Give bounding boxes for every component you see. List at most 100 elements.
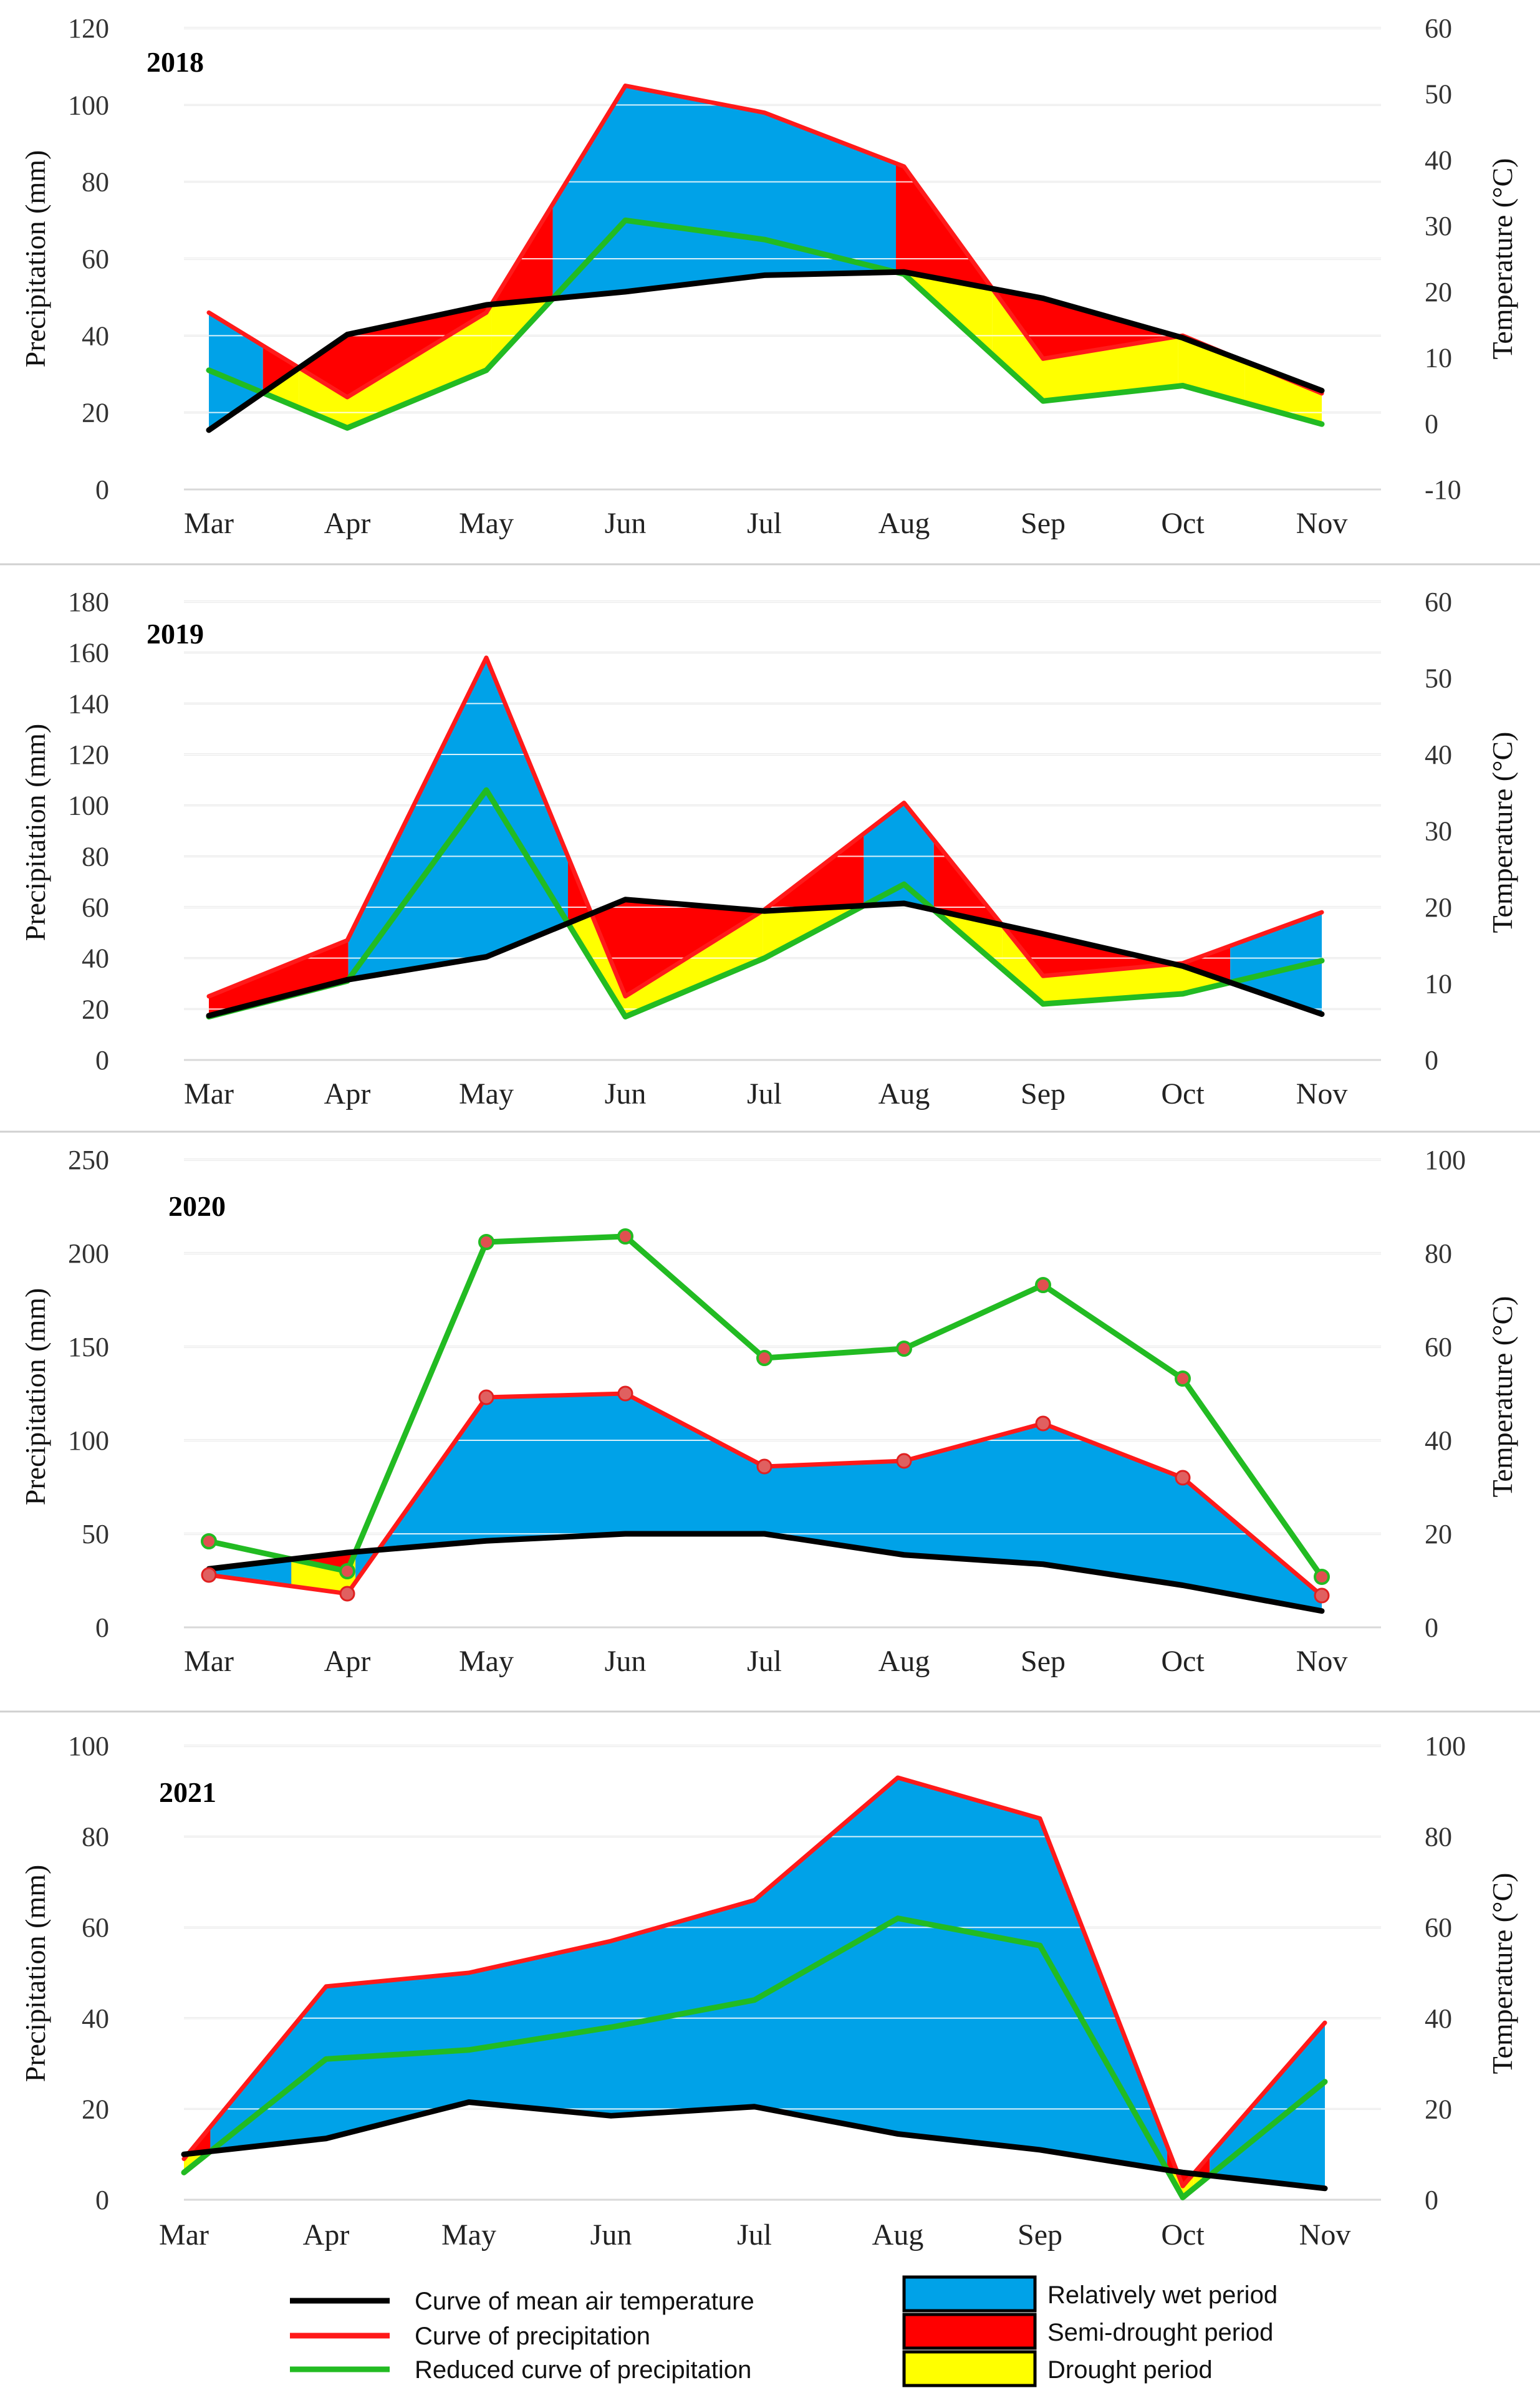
month-label: May [441, 2218, 496, 2251]
right-tick-label: 0 [1425, 2185, 1438, 2215]
left-tick-label: 40 [82, 2003, 109, 2034]
drought-area [992, 289, 1043, 402]
reduced-marker [617, 1228, 633, 1245]
month-label: Apr [324, 507, 371, 540]
legend-color-box [902, 2313, 1037, 2350]
left-tick-label: 150 [68, 1332, 109, 1362]
drought-area [291, 1559, 347, 1594]
month-labels: Mar Apr May Jun Jul Aug Sep Oct Nov [184, 507, 1347, 540]
legend-line-label: Curve of mean air temperature [415, 2288, 754, 2315]
legend-box-label: Drought period [1047, 2356, 1213, 2384]
left-tick-label: 120 [68, 739, 109, 770]
panel-2018: 0 20 40 60 80 100 120 -10 0 10 20 30 40 50 60 Mar Apr May… [19, 13, 1518, 540]
y2-axis-label: Temperature (°C) [1486, 1873, 1518, 2074]
right-tick-label: 40 [1425, 2003, 1452, 2034]
left-tick-label: 80 [82, 167, 109, 198]
left-axis-ticks: 0 20 40 60 80 100 120 [68, 13, 109, 505]
wet-area [486, 1394, 625, 1541]
left-tick-label: 20 [82, 398, 109, 428]
left-tick-label: 200 [68, 1238, 109, 1269]
drought-area [1244, 361, 1322, 425]
legend-box-label: Semi-drought period [1047, 2319, 1273, 2346]
month-labels: Mar Apr May Jun Jul Aug Sep Oct Nov [159, 2218, 1350, 2251]
month-label: Jul [747, 1077, 782, 1110]
right-tick-label: 0 [1425, 1612, 1438, 1643]
gridlines-over-fill [184, 601, 1381, 1010]
month-label: Jul [737, 2218, 772, 2251]
drought-area [262, 367, 299, 408]
right-axis-ticks: 0 10 20 30 40 50 60 [1425, 587, 1452, 1076]
month-label: May [459, 507, 514, 540]
right-tick-label: 40 [1425, 739, 1452, 770]
left-tick-label: 20 [82, 994, 109, 1024]
left-tick-label: 0 [95, 2185, 109, 2215]
right-tick-label: 60 [1425, 1912, 1452, 1943]
drought-area [763, 910, 764, 959]
markers [201, 1228, 1330, 1604]
month-label: May [459, 1077, 514, 1110]
left-tick-label: 0 [95, 1045, 109, 1076]
left-tick-label: 0 [95, 474, 109, 505]
left-tick-label: 60 [82, 244, 109, 274]
precipitation-marker [339, 1586, 355, 1602]
month-label: Nov [1296, 1645, 1348, 1678]
y2-axis-label: Temperature (°C) [1486, 1296, 1518, 1498]
reduced-marker [756, 1350, 772, 1366]
month-label: Mar [184, 507, 234, 540]
drought-area [1178, 336, 1183, 387]
wet-area [754, 1777, 898, 2134]
right-tick-label: -10 [1425, 474, 1461, 505]
left-tick-label: 50 [82, 1519, 109, 1549]
temperature-line [206, 1531, 1325, 1614]
wet-area [764, 112, 897, 276]
month-label: Sep [1018, 2218, 1062, 2251]
month-label: Sep [1021, 507, 1066, 540]
y-axis-label: Precipitation (mm) [19, 150, 51, 368]
drought-area [486, 304, 492, 370]
precipitation-marker [756, 1458, 772, 1475]
month-label: Aug [872, 2218, 924, 2251]
precipitation-marker [1035, 1415, 1051, 1432]
semi-drought-area [625, 899, 763, 996]
gridlines-over-fill [184, 1745, 1381, 2110]
year-title: 2020 [168, 1190, 226, 1222]
right-tick-label: 60 [1425, 13, 1452, 44]
drought-area [1183, 337, 1245, 403]
left-tick-label: 80 [82, 1822, 109, 1852]
drought-area [347, 312, 486, 428]
right-tick-label: 50 [1425, 663, 1452, 694]
wet-area [1210, 2023, 1325, 2189]
month-label: May [459, 1645, 514, 1678]
right-tick-label: 20 [1425, 277, 1452, 307]
semi-drought-area [896, 163, 904, 272]
wet-area [209, 1559, 292, 1586]
left-tick-label: 140 [68, 688, 109, 719]
wet-area [904, 1423, 1043, 1564]
right-axis-ticks: -10 0 10 20 30 40 50 60 [1425, 13, 1461, 505]
right-tick-label: 0 [1425, 408, 1438, 439]
left-tick-label: 100 [68, 1731, 109, 1761]
reduced-marker [1314, 1569, 1330, 1585]
month-label: Aug [878, 507, 930, 540]
month-label: Sep [1021, 1645, 1066, 1678]
drought-area [1002, 925, 1043, 1004]
semi-drought-area [299, 334, 347, 397]
left-tick-label: 180 [68, 587, 109, 617]
reduced-precipitation-line [206, 787, 1325, 1020]
drought-area [1043, 336, 1178, 402]
precipitation-marker [1314, 1587, 1330, 1604]
left-tick-label: 250 [68, 1145, 109, 1175]
y-axis-label: Precipitation (mm) [19, 1288, 51, 1506]
month-label: Nov [1299, 2218, 1351, 2251]
month-label: Aug [878, 1645, 930, 1678]
reduced-marker [478, 1234, 494, 1250]
precipitation-marker [1175, 1470, 1191, 1486]
precipitation-line [206, 84, 1324, 400]
legend-box-label: Relatively wet period [1047, 2281, 1278, 2309]
left-tick-label: 100 [68, 1425, 109, 1456]
wet-area [552, 85, 625, 299]
month-labels: Mar Apr May Jun Jul Aug Sep Oct Nov [184, 1077, 1347, 1110]
left-tick-label: 20 [82, 2094, 109, 2124]
right-tick-label: 30 [1425, 816, 1452, 847]
